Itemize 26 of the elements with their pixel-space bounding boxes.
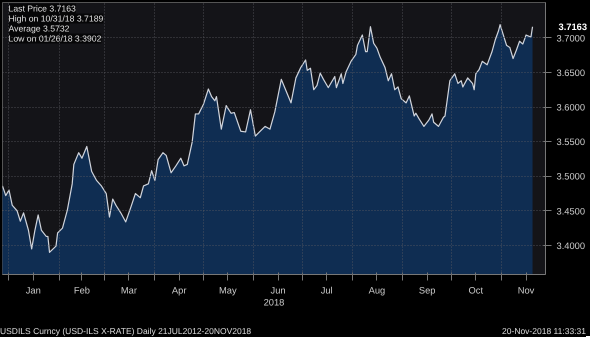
annotation: Last Price 3.7163 [8, 4, 76, 14]
text: USDILS Curncy (USD-ILS X-RATE) Daily 21JUL2012-20NOV2018 [0, 325, 252, 337]
x-tick-label: Oct [468, 286, 484, 296]
y-tick-label: 3.7000 [556, 33, 586, 44]
annotation: Low on 01/26/18 3.3902 [8, 34, 102, 44]
x-tick-label: Aug [368, 286, 386, 296]
x-tick-label: May [218, 286, 237, 296]
x-tick-label: Jun [270, 286, 286, 296]
annotation: Average 3.5732 [8, 24, 70, 34]
y-tick-label: 3.4000 [556, 240, 586, 251]
y-tick-label: 3.5000 [556, 172, 586, 182]
x-tick-label: Jul [320, 286, 333, 296]
y-tick-label: 3.4500 [556, 206, 586, 216]
x-tick-label: Jan [26, 286, 41, 296]
x-tick-label: Feb [74, 286, 90, 296]
x-tick-label: Apr [172, 286, 186, 296]
y-tick-label: 3.6500 [556, 68, 586, 78]
text: 3.7163 [558, 22, 588, 32]
annotation: High on 10/31/18 3.7189 [8, 14, 104, 24]
x-axis-title: 2018 [264, 298, 284, 308]
text: 20-Nov-2018 11:33:31 [502, 325, 586, 337]
y-tick-label: 3.5500 [556, 137, 586, 148]
x-tick-label: Nov [518, 286, 535, 296]
x-tick-label: Sep [418, 286, 436, 296]
x-tick-label: Mar [120, 286, 137, 296]
y-tick-label: 3.6000 [556, 102, 586, 113]
